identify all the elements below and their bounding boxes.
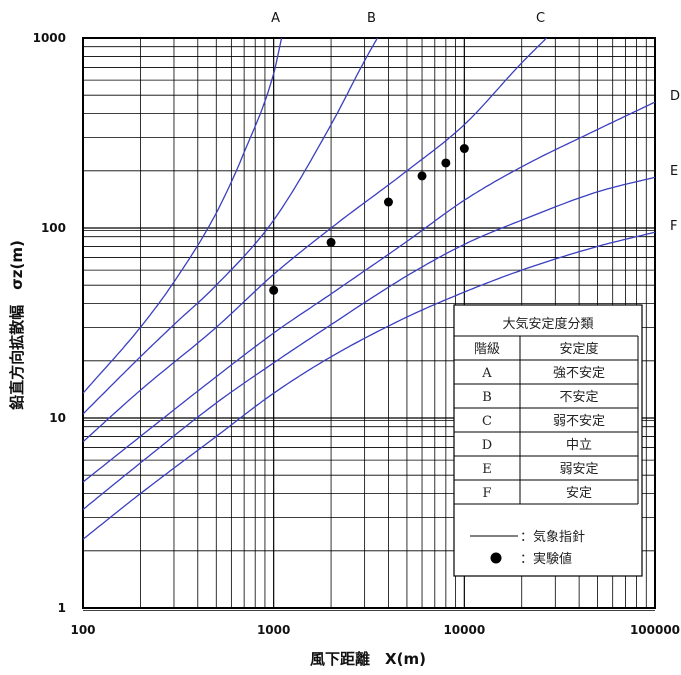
x-tick-label: 100 bbox=[70, 623, 95, 637]
curve-b bbox=[83, 38, 378, 415]
y-axis-title: 鉛直方向拡散幅 σz(m) bbox=[8, 240, 26, 410]
experimental-point bbox=[459, 144, 469, 154]
curve-label-d: D bbox=[670, 89, 680, 104]
legend-point-sample bbox=[490, 552, 502, 564]
legend-header-cell: 階級 bbox=[474, 342, 500, 357]
curve-a bbox=[83, 38, 283, 394]
legend-point-label: ：実験値 bbox=[520, 551, 572, 567]
legend: 大気安定度分類 階級 安定度 A 強不安定 B 不安定 C 弱不安定 D 中立 E 弱安定 F 安定 ：気… bbox=[453, 304, 643, 577]
experimental-point bbox=[441, 158, 451, 168]
legend-stability-cell: 安定 bbox=[566, 486, 592, 501]
x-tick-label: 1000 bbox=[257, 623, 290, 637]
curve-label-f: F bbox=[670, 219, 677, 234]
experimental-point bbox=[269, 285, 279, 295]
legend-class-cell: D bbox=[482, 438, 492, 453]
x-axis-title: 風下距離 X(m) bbox=[310, 650, 426, 668]
legend-stability-cell: 中立 bbox=[566, 438, 592, 453]
experimental-points bbox=[269, 144, 469, 295]
y-tick-label: 100 bbox=[41, 221, 66, 235]
curve-label-a: A bbox=[271, 11, 280, 26]
curve-d bbox=[83, 101, 655, 483]
legend-class-cell: F bbox=[482, 486, 491, 501]
curve-f bbox=[83, 231, 655, 540]
legend-header-cell: 安定度 bbox=[559, 341, 598, 357]
legend-class-cell: E bbox=[482, 462, 492, 477]
curve-label-e: E bbox=[670, 164, 678, 179]
y-tick-label: 1000 bbox=[33, 31, 66, 45]
y-tick-label: 10 bbox=[49, 411, 66, 425]
experimental-point bbox=[417, 171, 427, 181]
legend-stability-cell: 弱不安定 bbox=[553, 414, 605, 429]
legend-table: 階級 安定度 A 強不安定 B 不安定 C 弱不安定 D 中立 E 弱安定 F 安定 bbox=[454, 335, 639, 505]
legend-stability-cell: 不安定 bbox=[559, 390, 598, 405]
x-tick-label: 10000 bbox=[443, 623, 485, 637]
curve-label-c: C bbox=[536, 11, 545, 26]
curve-c bbox=[83, 38, 548, 443]
legend-class-cell: B bbox=[482, 390, 492, 405]
legend-class-cell: C bbox=[482, 414, 492, 429]
legend-class-cell: A bbox=[481, 366, 492, 381]
experimental-point bbox=[383, 197, 393, 207]
curve-label-b: B bbox=[367, 11, 376, 26]
curves bbox=[83, 38, 655, 540]
x-tick-label: 100000 bbox=[630, 623, 680, 637]
y-tick-label: 1 bbox=[58, 601, 66, 615]
curve-e bbox=[83, 176, 655, 511]
legend-box bbox=[453, 304, 643, 577]
legend-line-label: ：気象指針 bbox=[520, 529, 585, 545]
legend-stability-cell: 弱安定 bbox=[559, 462, 598, 477]
plot-frame bbox=[82, 37, 656, 609]
legend-stability-cell: 強不安定 bbox=[553, 366, 605, 381]
experimental-point bbox=[326, 237, 336, 247]
legend-title: 大気安定度分類 bbox=[502, 316, 593, 332]
